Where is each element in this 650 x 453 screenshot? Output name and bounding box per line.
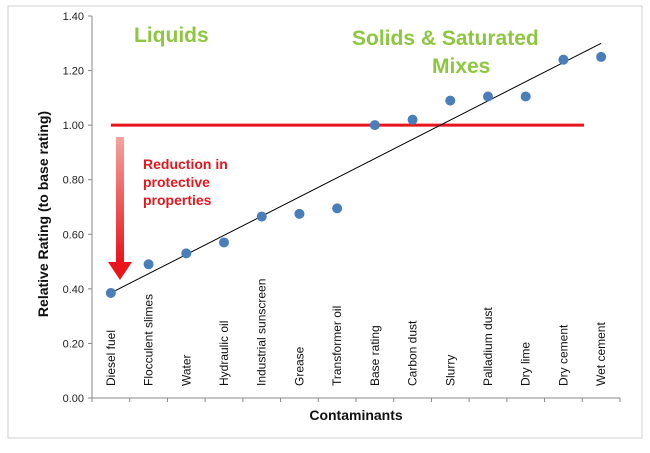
category-label: Flocculent slimes bbox=[142, 294, 156, 386]
axes bbox=[88, 15, 621, 402]
annotation-line-1: Reduction in bbox=[143, 156, 228, 172]
data-point bbox=[483, 91, 493, 102]
data-point bbox=[407, 114, 418, 125]
trendline bbox=[110, 42, 602, 294]
category-label: Wet cement bbox=[594, 322, 608, 386]
liquids-label: Liquids bbox=[134, 24, 209, 47]
data-point bbox=[558, 54, 569, 65]
data-points bbox=[105, 51, 607, 298]
category-label: Water bbox=[179, 354, 193, 386]
data-point bbox=[520, 91, 531, 102]
solids-label-line1: Solids & Saturated bbox=[352, 27, 539, 50]
reduction-arrow bbox=[108, 137, 132, 280]
category-label: Dry cement bbox=[556, 324, 570, 386]
category-label: Carbon dust bbox=[406, 320, 420, 386]
y-tick-label: 1.20 bbox=[63, 66, 84, 78]
category-label: Palladium dust bbox=[481, 307, 495, 386]
data-point bbox=[332, 203, 343, 214]
category-label: Grease bbox=[292, 346, 306, 386]
category-labels: Diesel fuel Flocculent slimes Water Hydraul… bbox=[104, 279, 608, 386]
data-point bbox=[256, 211, 267, 222]
data-point bbox=[294, 208, 305, 219]
data-point bbox=[143, 259, 154, 270]
category-label: Base rating bbox=[368, 325, 382, 386]
category-label: Hydraulic oil bbox=[217, 321, 231, 386]
reduction-arrow-shaft bbox=[116, 137, 124, 262]
reduction-arrow-head bbox=[108, 262, 132, 280]
y-tick-labels: 0.00 0.20 0.40 0.60 0.80 1.00 1.20 1.40 bbox=[63, 11, 84, 405]
y-axis-title: Relative Rating (to base rating) bbox=[35, 111, 51, 317]
data-point bbox=[105, 287, 116, 298]
y-tick-label: 0.80 bbox=[63, 175, 84, 187]
category-label: Transformer oil bbox=[330, 306, 344, 386]
data-point bbox=[596, 51, 607, 62]
y-tick-label: 0.60 bbox=[63, 229, 84, 241]
y-tick-label: 0.20 bbox=[63, 338, 84, 350]
y-tick-label: 1.40 bbox=[63, 11, 84, 23]
x-axis-title: Contaminants bbox=[309, 407, 403, 423]
data-point bbox=[181, 248, 192, 259]
category-label: Dry lime bbox=[519, 342, 533, 386]
y-tick-label: 0.40 bbox=[63, 284, 84, 296]
y-tick-label: 0.00 bbox=[63, 393, 84, 405]
data-point bbox=[369, 120, 380, 131]
trendline-group bbox=[110, 42, 602, 294]
data-point bbox=[219, 237, 229, 248]
solids-label-line2: Mixes bbox=[432, 55, 490, 78]
data-point bbox=[445, 95, 456, 106]
category-label: Diesel fuel bbox=[104, 330, 118, 386]
category-label: Industrial sunscreen bbox=[255, 279, 269, 386]
y-tick-label: 1.00 bbox=[63, 120, 84, 132]
annotation-line-3: properties bbox=[143, 192, 212, 208]
category-label: Slurry bbox=[443, 355, 457, 386]
annotation-line-2: protective bbox=[143, 174, 210, 190]
chart-frame bbox=[7, 5, 643, 439]
